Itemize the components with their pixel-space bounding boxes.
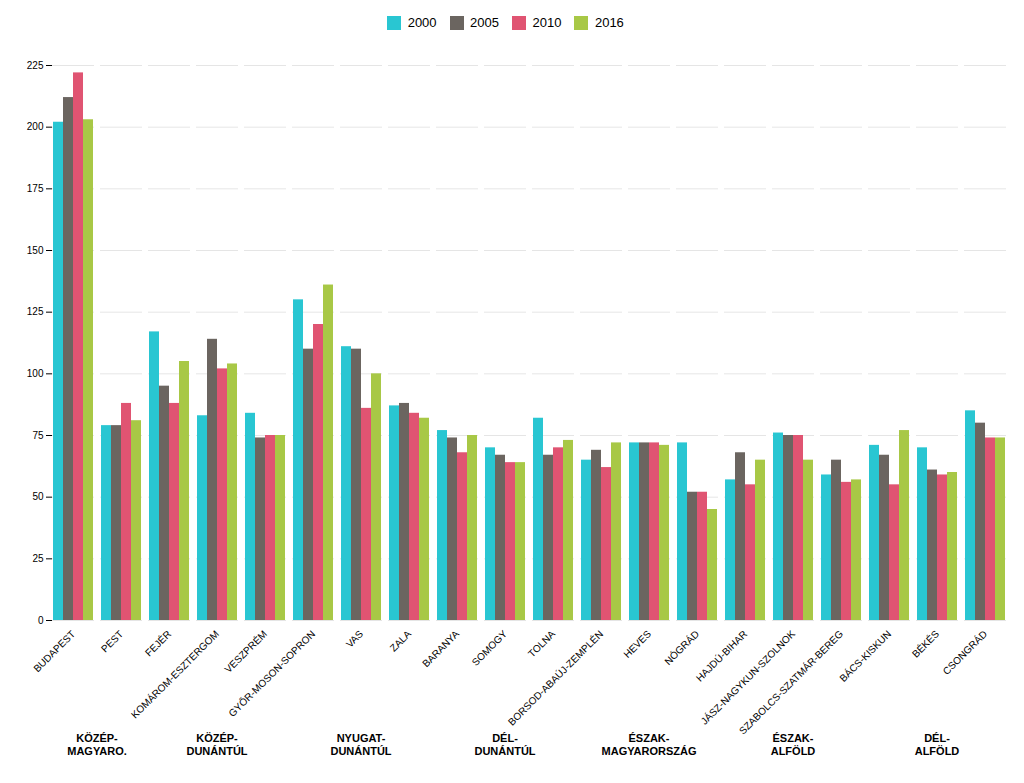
svg-text:FEJÉR: FEJÉR: [142, 627, 173, 658]
svg-text:BORSOD-ABAÚJ-ZEMPLÉN: BORSOD-ABAÚJ-ZEMPLÉN: [505, 627, 605, 727]
svg-text:ÉSZAK-ALFÖLD: ÉSZAK-ALFÖLD: [771, 732, 816, 757]
svg-text:150: 150: [27, 244, 44, 255]
svg-text:KOMÁROM-ESZTERGOM: KOMÁROM-ESZTERGOM: [128, 627, 221, 720]
html-text:2016: 2016: [594, 15, 624, 30]
svg-text:BÁCS-KISKUN: BÁCS-KISKUN: [837, 627, 893, 683]
svg-text:50: 50: [32, 491, 44, 502]
svg-text:ÉSZAK-MAGYARORSZÁG: ÉSZAK-MAGYARORSZÁG: [602, 732, 697, 757]
svg-text:125: 125: [27, 306, 44, 317]
svg-text:100: 100: [27, 368, 44, 379]
html-text:2010: 2010: [532, 15, 562, 30]
svg-text:PEST: PEST: [99, 628, 125, 654]
svg-text:CSONGRÁD: CSONGRÁD: [940, 627, 989, 676]
svg-text:NÓGRÁD: NÓGRÁD: [662, 627, 702, 667]
svg-text:BARANYA: BARANYA: [420, 628, 461, 669]
svg-text:NYUGAT-DUNÁNTÚL: NYUGAT-DUNÁNTÚL: [330, 732, 391, 757]
html-text:2000: 2000: [407, 15, 437, 30]
svg-text:KÖZÉP-MAGYARO.: KÖZÉP-MAGYARO.: [67, 732, 127, 757]
svg-text:BUDAPEST: BUDAPEST: [31, 628, 77, 674]
svg-text:VAS: VAS: [344, 628, 366, 650]
svg-text:GYŐR-MOSON-SOPRON: GYŐR-MOSON-SOPRON: [225, 626, 317, 718]
svg-text:0: 0: [38, 614, 44, 625]
svg-text:200: 200: [27, 121, 44, 132]
svg-text:DÉL-DUNÁNTÚL: DÉL-DUNÁNTÚL: [474, 732, 535, 757]
html-text:2005: 2005: [470, 15, 499, 30]
svg-text:DÉL-ALFÖLD: DÉL-ALFÖLD: [915, 732, 960, 757]
svg-text:BÉKÉS: BÉKÉS: [909, 627, 941, 659]
svg-text:JÁSZ-NAGYKUN-SZOLNOK: JÁSZ-NAGYKUN-SZOLNOK: [698, 627, 797, 726]
svg-text:175: 175: [27, 183, 44, 194]
svg-text:SOMOGY: SOMOGY: [470, 628, 510, 668]
svg-text:225: 225: [27, 59, 44, 70]
svg-text:KÖZÉP-DUNÁNTÚL: KÖZÉP-DUNÁNTÚL: [186, 732, 247, 757]
svg-text:HAJDÚ-BIHAR: HAJDÚ-BIHAR: [693, 627, 749, 683]
svg-text:SZABOLCS-SZATMÁR-BEREG: SZABOLCS-SZATMÁR-BEREG: [736, 627, 845, 736]
svg-text:TOLNA: TOLNA: [526, 628, 557, 659]
svg-text:ZALA: ZALA: [388, 627, 414, 653]
svg-text:75: 75: [32, 429, 44, 440]
svg-text:25: 25: [32, 553, 44, 564]
svg-text:VESZPRÉM: VESZPRÉM: [222, 627, 269, 674]
svg-text:HEVES: HEVES: [621, 627, 653, 659]
